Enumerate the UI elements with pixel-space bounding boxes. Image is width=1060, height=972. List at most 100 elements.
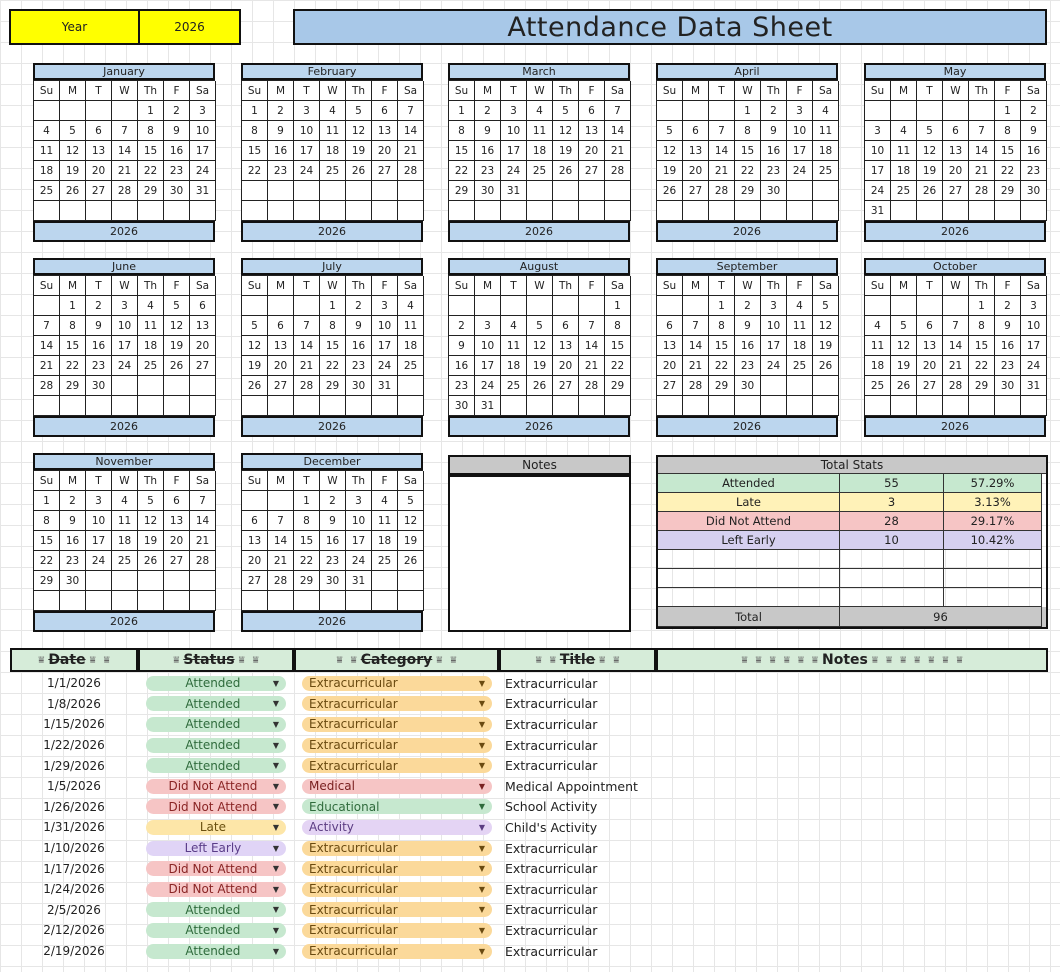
day-cell[interactable]: 29 [709, 376, 735, 396]
status-dropdown[interactable]: Did Not Attend ▼ [146, 799, 286, 815]
day-cell[interactable]: 22 [605, 356, 631, 376]
column-header-status[interactable]: ⩸ Status ⩸ ⩸ [138, 648, 294, 672]
day-cell[interactable]: 28 [969, 181, 995, 201]
notes-panel-body[interactable] [448, 475, 631, 632]
day-cell[interactable]: 2 [86, 296, 112, 316]
day-cell[interactable]: 19 [346, 141, 372, 161]
day-cell[interactable]: 29 [34, 571, 60, 591]
day-cell[interactable]: 20 [657, 356, 683, 376]
day-cell[interactable]: 8 [605, 316, 631, 336]
day-cell[interactable]: 10 [190, 121, 216, 141]
day-cell[interactable]: 26 [917, 181, 943, 201]
day-cell[interactable]: 22 [709, 356, 735, 376]
day-cell[interactable]: 13 [372, 121, 398, 141]
day-cell[interactable]: 18 [34, 161, 60, 181]
day-cell[interactable]: 21 [605, 141, 631, 161]
day-cell[interactable]: 5 [346, 101, 372, 121]
day-cell[interactable]: 24 [865, 181, 891, 201]
day-cell[interactable]: 26 [891, 376, 917, 396]
day-cell[interactable]: 13 [164, 511, 190, 531]
day-cell[interactable]: 16 [86, 336, 112, 356]
day-cell[interactable]: 12 [891, 336, 917, 356]
day-cell[interactable]: 17 [112, 336, 138, 356]
day-cell[interactable]: 6 [683, 121, 709, 141]
day-cell[interactable]: 29 [605, 376, 631, 396]
day-cell[interactable]: 23 [735, 356, 761, 376]
day-cell[interactable]: 28 [579, 376, 605, 396]
day-cell[interactable]: 11 [372, 511, 398, 531]
day-cell[interactable]: 8 [735, 121, 761, 141]
filter-icon[interactable]: ⩸ [914, 654, 921, 666]
status-dropdown[interactable]: Attended ▼ [146, 696, 286, 712]
day-cell[interactable]: 16 [995, 336, 1021, 356]
day-cell[interactable]: 5 [553, 101, 579, 121]
day-cell[interactable]: 28 [190, 551, 216, 571]
day-cell[interactable]: 18 [138, 336, 164, 356]
title-cell[interactable]: Extracurricular [505, 943, 598, 959]
day-cell[interactable]: 31 [865, 201, 891, 221]
category-dropdown[interactable]: Extracurricular ▼ [302, 902, 492, 918]
notes-cell[interactable] [656, 694, 1048, 715]
day-cell[interactable]: 14 [709, 141, 735, 161]
date-cell[interactable]: 1/22/2026 [43, 738, 105, 753]
dropdown-arrow-icon[interactable]: ▼ [478, 864, 485, 874]
notes-cell[interactable] [656, 941, 1048, 962]
filter-icon[interactable]: ⩸ [252, 654, 259, 666]
day-cell[interactable]: 26 [527, 376, 553, 396]
category-dropdown[interactable]: Medical ▼ [302, 778, 492, 794]
day-cell[interactable]: 15 [242, 141, 268, 161]
day-cell[interactable]: 21 [112, 161, 138, 181]
date-cell[interactable]: 1/10/2026 [43, 841, 105, 856]
filter-icon[interactable]: ⩸ [783, 654, 790, 666]
day-cell[interactable]: 31 [190, 181, 216, 201]
day-cell[interactable]: 31 [372, 376, 398, 396]
day-cell[interactable]: 15 [138, 141, 164, 161]
filter-icon[interactable]: ⩸ [942, 654, 949, 666]
day-cell[interactable]: 3 [865, 121, 891, 141]
status-dropdown[interactable]: Did Not Attend ▼ [146, 778, 286, 794]
day-cell[interactable]: 23 [346, 356, 372, 376]
day-cell[interactable]: 28 [294, 376, 320, 396]
dropdown-arrow-icon[interactable]: ▼ [478, 761, 485, 771]
day-cell[interactable]: 9 [1021, 121, 1047, 141]
dropdown-arrow-icon[interactable]: ▼ [478, 699, 485, 709]
day-cell[interactable]: 13 [579, 121, 605, 141]
title-cell[interactable]: Extracurricular [505, 716, 598, 732]
day-cell[interactable]: 8 [138, 121, 164, 141]
notes-cell[interactable] [656, 920, 1048, 941]
day-cell[interactable]: 30 [1021, 181, 1047, 201]
day-cell[interactable]: 15 [34, 531, 60, 551]
day-cell[interactable]: 28 [683, 376, 709, 396]
day-cell[interactable]: 7 [683, 316, 709, 336]
day-cell[interactable]: 12 [527, 336, 553, 356]
day-cell[interactable]: 23 [320, 551, 346, 571]
column-header-title[interactable]: ⩸ ⩸ Title ⩸ ⩸ [499, 648, 656, 672]
day-cell[interactable]: 4 [372, 491, 398, 511]
day-cell[interactable]: 28 [943, 376, 969, 396]
day-cell[interactable]: 7 [605, 101, 631, 121]
day-cell[interactable]: 27 [579, 161, 605, 181]
day-cell[interactable]: 1 [605, 296, 631, 316]
day-cell[interactable]: 10 [475, 336, 501, 356]
day-cell[interactable]: 2 [995, 296, 1021, 316]
category-dropdown[interactable]: Extracurricular ▼ [302, 881, 492, 897]
day-cell[interactable]: 13 [917, 336, 943, 356]
day-cell[interactable]: 29 [995, 181, 1021, 201]
day-cell[interactable]: 6 [86, 121, 112, 141]
day-cell[interactable]: 31 [475, 396, 501, 416]
day-cell[interactable]: 30 [346, 376, 372, 396]
day-cell[interactable]: 1 [60, 296, 86, 316]
title-cell[interactable]: Extracurricular [505, 902, 598, 918]
day-cell[interactable]: 10 [1021, 316, 1047, 336]
day-cell[interactable]: 10 [865, 141, 891, 161]
day-cell[interactable]: 5 [138, 491, 164, 511]
day-cell[interactable]: 20 [943, 161, 969, 181]
date-cell[interactable]: 1/8/2026 [47, 696, 101, 711]
status-dropdown[interactable]: Did Not Attend ▼ [146, 881, 286, 897]
filter-icon[interactable]: ⩸ [769, 654, 776, 666]
notes-cell[interactable] [656, 858, 1048, 879]
day-cell[interactable]: 16 [449, 356, 475, 376]
day-cell[interactable]: 4 [320, 101, 346, 121]
filter-icon[interactable]: ⩸ [103, 654, 110, 666]
status-dropdown[interactable]: Did Not Attend ▼ [146, 861, 286, 877]
